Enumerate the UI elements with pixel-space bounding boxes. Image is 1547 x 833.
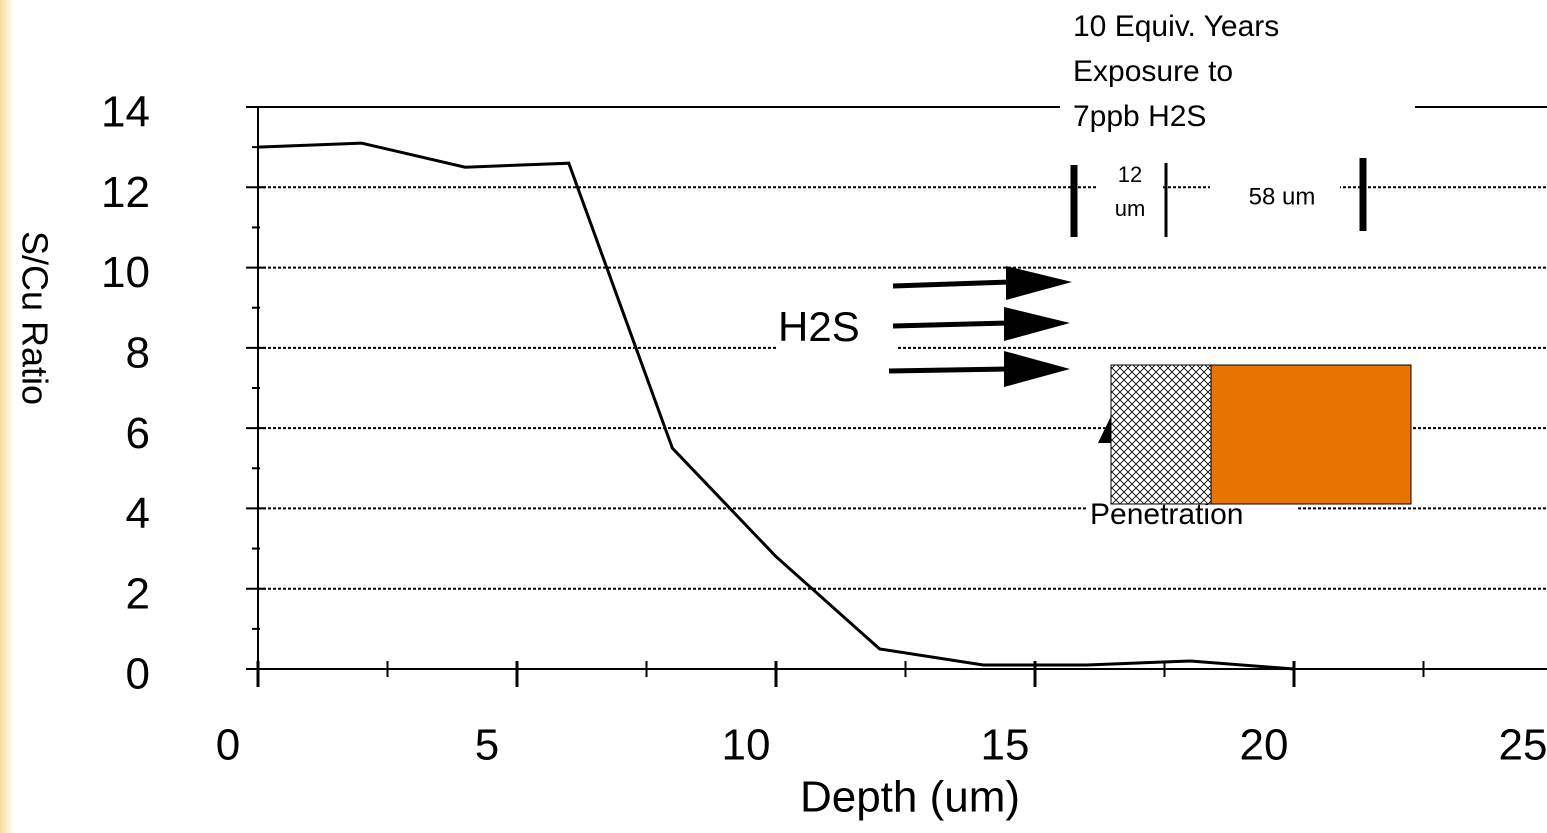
y-tick-label: 2 xyxy=(126,569,150,618)
page: {"chart_data": {"type": "line", "x_label… xyxy=(0,0,1547,833)
annotation: H2S xyxy=(778,303,860,350)
y-tick-label: 4 xyxy=(126,489,150,538)
annotation: Exposure to xyxy=(1073,55,1233,88)
annotation: um xyxy=(1115,196,1146,221)
y-tick-label: 8 xyxy=(126,328,150,377)
corrosion-layer xyxy=(1111,365,1211,504)
y-tick-label: 14 xyxy=(101,88,150,137)
arrows xyxy=(889,266,1112,443)
x-axis-label: Depth (um) xyxy=(800,773,1020,822)
annotation: 10 Equiv. Years xyxy=(1073,10,1279,43)
annotation-group: 10 Equiv. Years Exposure to 7ppb H2S 12 … xyxy=(776,10,1415,532)
copper-layer xyxy=(1211,365,1411,504)
x-tick-label: 20 xyxy=(1240,721,1289,770)
chart: 0 2 4 6 8 10 12 14 0 5 10 15 20 25 S/Cu Ratio Depth (… xyxy=(0,0,1547,833)
y-tick-label: 10 xyxy=(101,248,150,297)
x-tick-label: 10 xyxy=(722,721,771,770)
x-tick-label: 5 xyxy=(475,721,499,770)
x-tick-label: 0 xyxy=(216,721,240,770)
y-tick-label: 6 xyxy=(126,409,150,458)
annotation: 58 um xyxy=(1249,183,1316,210)
x-tick-label: 25 xyxy=(1499,721,1547,770)
annotation: 7ppb H2S xyxy=(1073,100,1206,133)
annotation: 12 xyxy=(1118,162,1142,187)
y-tick-label: 0 xyxy=(126,650,150,699)
y-tick-label: 12 xyxy=(101,168,150,217)
y-axis-label: S/Cu Ratio xyxy=(14,231,55,405)
x-tick-label: 15 xyxy=(981,721,1030,770)
edge-shade xyxy=(0,0,14,833)
